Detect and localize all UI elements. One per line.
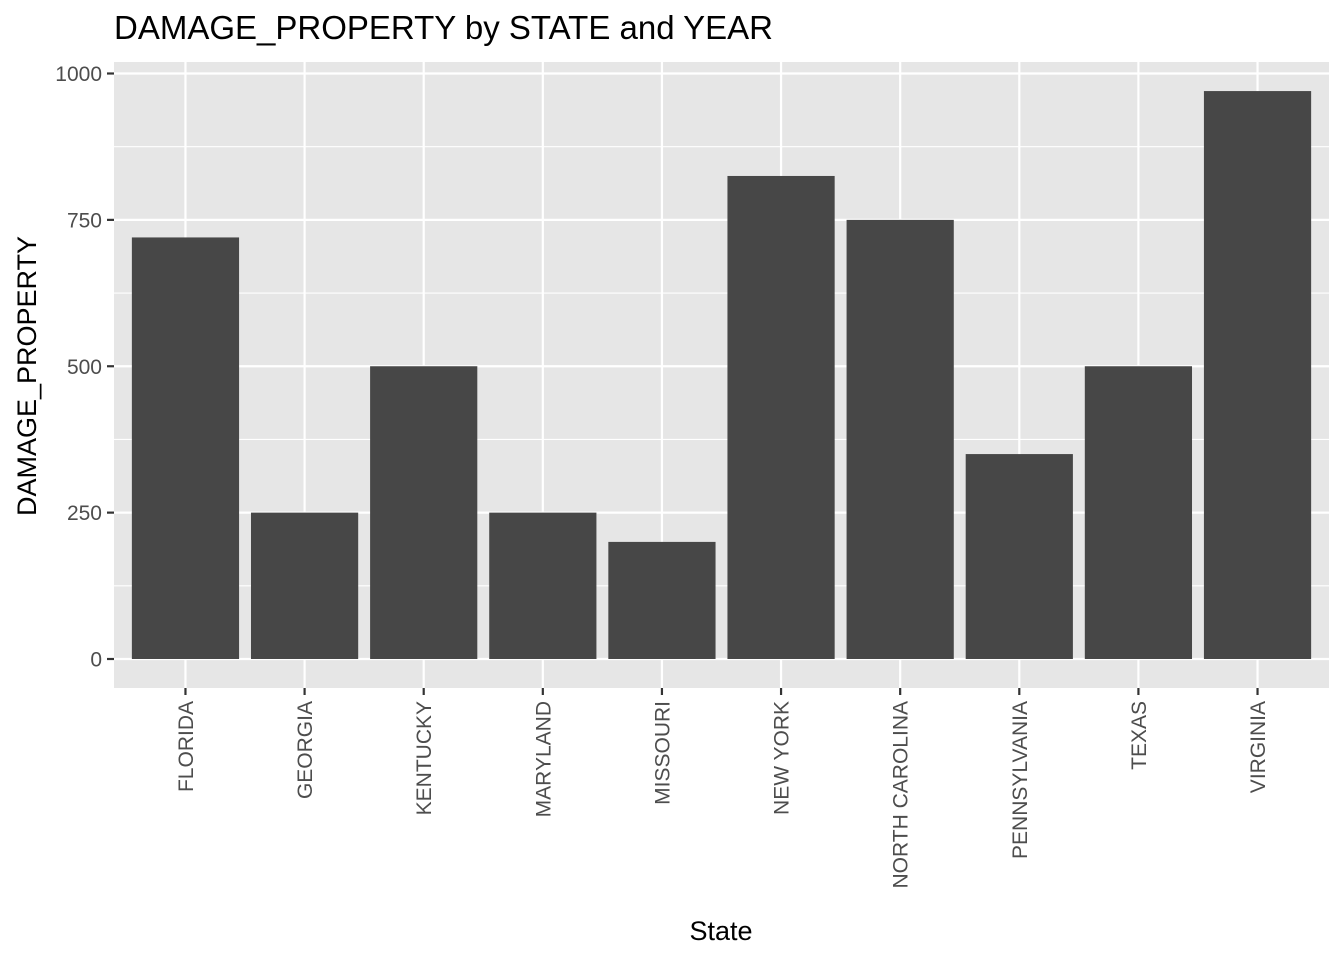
bar-missouri bbox=[608, 541, 716, 659]
x-tick-label-missouri: MISSOURI bbox=[651, 701, 674, 805]
bar-north-carolina bbox=[846, 219, 954, 659]
y-tick-label: 1000 bbox=[55, 63, 102, 86]
x-axis: FLORIDA GEORGIA KENTUCKY MARYLAND MISSOURI NE… bbox=[175, 688, 1270, 888]
y-axis-title: DAMAGE_PROPERTY bbox=[12, 236, 42, 516]
y-tick-label: 250 bbox=[67, 502, 102, 525]
x-tick-label-maryland: MARYLAND bbox=[532, 701, 555, 817]
bars bbox=[131, 91, 1312, 659]
y-tick-label: 0 bbox=[90, 649, 102, 672]
x-tick-label-georgia: GEORGIA bbox=[294, 701, 317, 799]
x-tick-label-north-carolina: NORTH CAROLINA bbox=[890, 701, 913, 888]
bar-kentucky bbox=[370, 366, 478, 659]
bar-virginia bbox=[1203, 91, 1312, 659]
x-tick-label-virginia: VIRGINIA bbox=[1247, 701, 1270, 793]
bar-pennsylvania bbox=[965, 454, 1073, 659]
bar-maryland bbox=[489, 512, 597, 659]
x-tick-label-pennsylvania: PENNSYLVANIA bbox=[1009, 701, 1032, 859]
x-tick-label-new-york: NEW YORK bbox=[771, 701, 794, 815]
x-tick-label-florida: FLORIDA bbox=[175, 701, 198, 792]
chart-title: DAMAGE_PROPERTY by STATE and YEAR bbox=[114, 9, 773, 46]
bar-georgia bbox=[250, 512, 359, 659]
x-tick-label-kentucky: KENTUCKY bbox=[413, 701, 436, 815]
y-tick-label: 500 bbox=[67, 356, 102, 379]
bar-florida bbox=[131, 237, 240, 659]
x-axis-title: State bbox=[689, 916, 752, 946]
y-axis: 0 250 500 750 1000 bbox=[55, 63, 114, 672]
x-tick-label-texas: TEXAS bbox=[1128, 701, 1151, 770]
y-tick-label: 750 bbox=[67, 209, 102, 232]
bar-new-york bbox=[727, 175, 835, 659]
bar-texas bbox=[1084, 366, 1193, 659]
